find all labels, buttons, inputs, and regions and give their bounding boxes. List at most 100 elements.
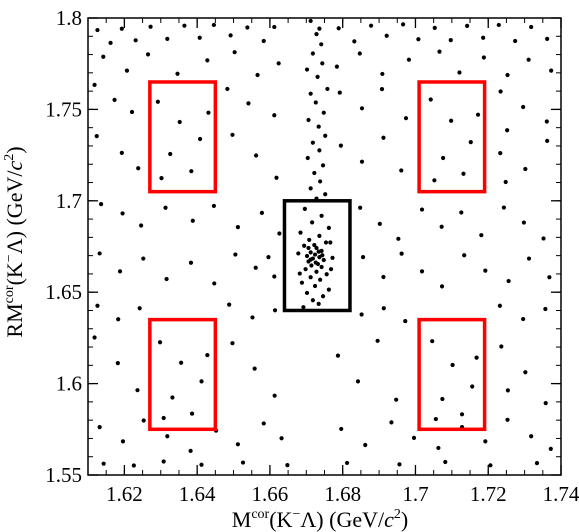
data-point — [544, 119, 549, 124]
data-point — [211, 22, 216, 28]
data-points — [92, 18, 554, 468]
data-point — [272, 113, 277, 118]
data-point — [449, 118, 454, 123]
data-point — [199, 462, 204, 467]
data-point — [419, 207, 425, 212]
data-point — [334, 64, 339, 69]
data-point — [116, 317, 121, 322]
x-tick-label: 1.7 — [402, 482, 428, 506]
plot-frame — [87, 17, 562, 476]
data-point — [317, 26, 322, 31]
data-point — [92, 82, 97, 88]
data-point — [302, 243, 307, 248]
y-axis-label-unit-var: c — [2, 161, 27, 171]
data-point — [137, 306, 142, 311]
data-point — [320, 294, 326, 299]
data-point — [545, 36, 550, 41]
data-point — [101, 54, 106, 59]
data-point — [235, 442, 241, 447]
sideband-region-box — [148, 80, 218, 194]
data-point — [465, 23, 470, 28]
data-point — [505, 388, 510, 393]
data-point — [419, 269, 425, 274]
data-point — [235, 225, 241, 230]
x-tick-label: 1.62 — [106, 482, 143, 506]
data-point — [188, 448, 193, 453]
selection-regions — [148, 80, 487, 432]
y-axis-label-particles-sup: − — [2, 254, 17, 262]
data-point — [352, 39, 357, 44]
data-point — [246, 101, 251, 106]
data-point — [299, 280, 305, 285]
data-point — [205, 58, 210, 63]
data-point — [316, 124, 321, 129]
data-point — [94, 133, 99, 139]
data-point — [358, 205, 363, 210]
data-point — [506, 278, 511, 284]
data-point — [308, 91, 313, 96]
data-point — [302, 206, 307, 211]
data-point — [381, 306, 386, 311]
data-point — [190, 218, 195, 223]
data-point — [483, 268, 488, 273]
y-axis-label-unit-sup: 2 — [2, 154, 17, 161]
data-point — [534, 461, 540, 466]
data-point — [326, 287, 331, 292]
x-tick-label: 1.72 — [470, 482, 507, 506]
data-point — [526, 57, 531, 62]
data-point — [161, 415, 166, 421]
data-point — [98, 201, 104, 207]
data-point — [182, 23, 187, 28]
data-point — [396, 236, 401, 241]
data-point — [399, 251, 404, 256]
data-point — [499, 344, 504, 349]
data-point — [306, 245, 311, 251]
data-point — [303, 267, 308, 272]
y-axis-label: RMcor(K−Λ) (GeV/c2) — [2, 146, 27, 337]
data-point — [304, 67, 310, 72]
data-point — [212, 281, 217, 286]
data-point — [145, 52, 151, 57]
data-point — [120, 211, 125, 216]
data-point — [437, 49, 442, 54]
data-point — [133, 38, 138, 43]
data-point — [225, 86, 230, 92]
data-point — [245, 25, 250, 30]
x-axis-label-unit-var: c — [384, 507, 394, 532]
data-point — [310, 298, 315, 303]
data-point — [157, 340, 163, 345]
data-point — [375, 338, 380, 343]
data-point — [406, 57, 412, 62]
data-point — [188, 260, 194, 265]
data-point — [439, 284, 445, 289]
data-point — [416, 37, 421, 42]
data-point — [261, 421, 266, 426]
data-point — [319, 42, 324, 47]
data-point — [505, 417, 510, 422]
data-point — [468, 140, 473, 145]
data-point — [165, 36, 170, 41]
x-axis-ticks: 1.62 1.64 1.66 1.68 1.7 1.72 1.74 — [106, 18, 579, 506]
data-point — [253, 265, 258, 270]
sideband-region-box — [148, 317, 218, 432]
data-point — [462, 253, 467, 258]
x-tick-label: 1.68 — [324, 482, 361, 506]
data-point — [335, 353, 341, 358]
y-tick-label: 1.65 — [45, 280, 82, 304]
data-point — [308, 250, 313, 255]
data-point — [549, 68, 554, 73]
data-point — [136, 166, 141, 171]
data-point — [400, 22, 406, 27]
data-point — [381, 274, 386, 280]
data-point — [338, 143, 343, 148]
data-point — [319, 213, 324, 218]
data-point — [206, 110, 211, 115]
data-point — [230, 341, 235, 346]
data-point — [529, 434, 534, 439]
data-point — [310, 220, 315, 225]
data-point — [120, 439, 126, 444]
data-point — [441, 155, 446, 161]
data-point — [255, 72, 260, 78]
data-point — [197, 35, 202, 40]
x-tick-label: 1.74 — [543, 482, 579, 506]
